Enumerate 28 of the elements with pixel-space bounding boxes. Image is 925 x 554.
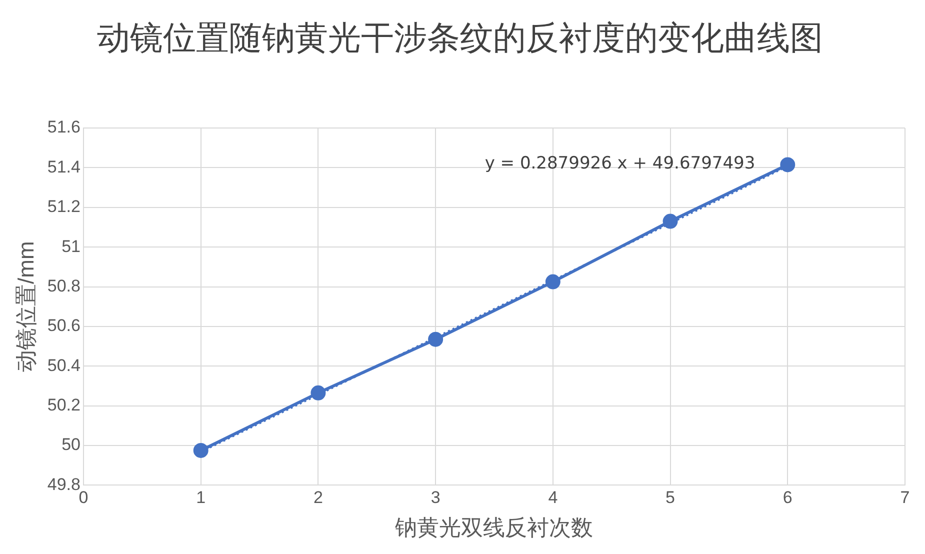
y-tick-label: 49.8 xyxy=(47,474,80,494)
x-tick-label: 1 xyxy=(196,488,206,508)
point xyxy=(662,214,678,229)
x-tick-label: 7 xyxy=(900,488,910,508)
x-axis-title: 钠黄光双线反衬次数 xyxy=(394,514,594,540)
x-tick-label: 5 xyxy=(666,488,676,508)
point xyxy=(545,274,560,290)
y-axis-title: 动镜位置/mm xyxy=(13,241,38,372)
point xyxy=(780,157,796,172)
x-tick-label: 3 xyxy=(430,488,440,508)
y-tick-label: 50.6 xyxy=(47,316,80,336)
y-tick-label: 50 xyxy=(62,435,80,454)
chart-title: 动镜位置随钠黄光干涉条纹的反衬度的变化曲线图 xyxy=(96,17,824,59)
y-tick-label: 50.4 xyxy=(47,356,80,375)
y-tick-label: 51.2 xyxy=(47,197,80,216)
y-tick-label: 50.2 xyxy=(47,396,80,415)
x-tick-label: 2 xyxy=(313,488,323,508)
x-tick-label: 4 xyxy=(548,488,558,508)
point xyxy=(193,442,208,458)
y-tick-label: 50.8 xyxy=(47,276,80,296)
point xyxy=(428,332,444,347)
y-tick-label: 51 xyxy=(62,236,80,256)
point xyxy=(310,385,326,400)
y-tick-label: 51.6 xyxy=(47,118,80,137)
x-tick-label: 0 xyxy=(78,488,88,508)
y-tick-label: 51.4 xyxy=(47,157,80,176)
annotation: y = 0.2879926 x + 49.6797493 xyxy=(484,153,756,174)
x-tick-label: 6 xyxy=(782,488,792,508)
